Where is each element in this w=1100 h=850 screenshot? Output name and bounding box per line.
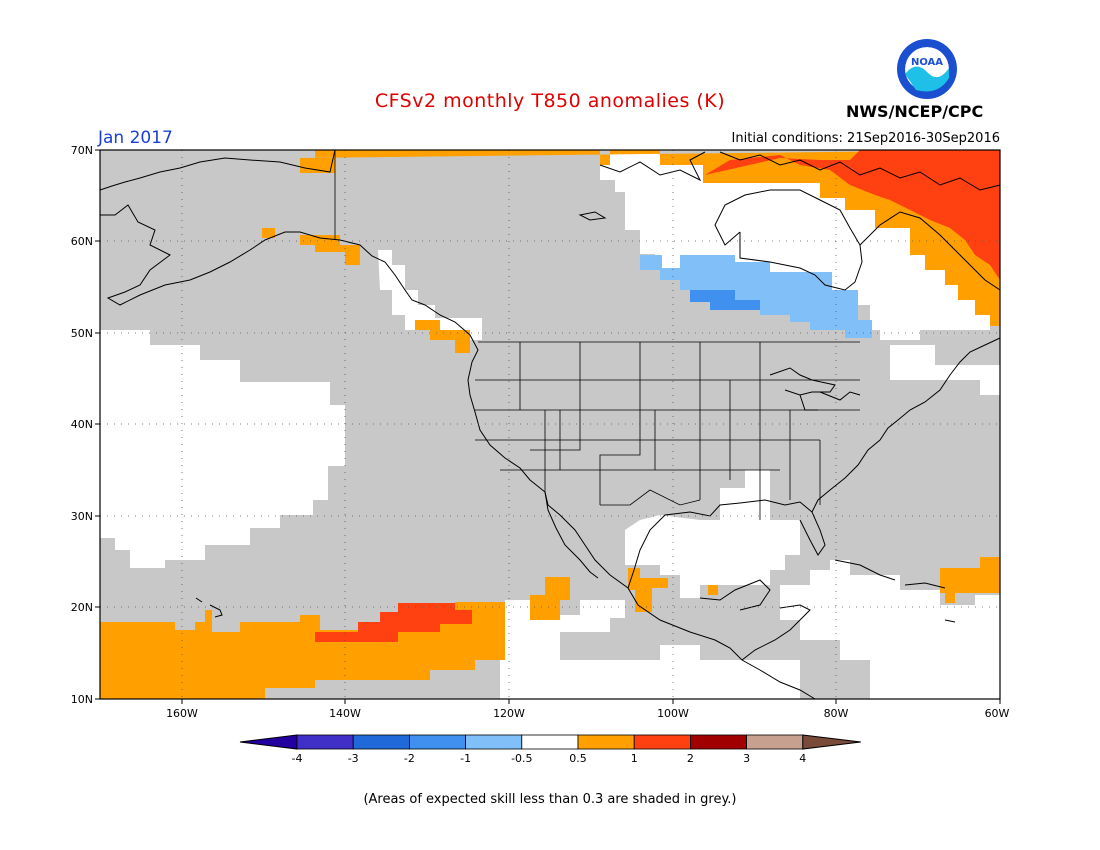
warm-anomaly-1-2 xyxy=(315,150,1000,642)
colorbar-swatch xyxy=(296,734,354,750)
colorbar-label: 4 xyxy=(799,752,806,765)
noaa-logo-icon: NOAA xyxy=(897,39,957,99)
colorbar-label: -4 xyxy=(292,752,303,765)
lon-label: 120W xyxy=(493,707,525,720)
colorbar-swatch xyxy=(408,734,466,750)
colorbar-label: -2 xyxy=(404,752,415,765)
colorbar-swatch xyxy=(352,734,410,750)
graticule xyxy=(100,150,1000,699)
forecast-month: Jan 2017 xyxy=(98,128,173,148)
noaa-logo-text: NOAA xyxy=(911,57,943,68)
near-normal-regions xyxy=(100,150,1000,699)
colorbar-label: 1 xyxy=(631,752,638,765)
colorbar-swatch xyxy=(577,734,635,750)
colorbar: -4 -3 -2 -1 -0.5 0.5 1 2 3 4 xyxy=(239,734,861,765)
colorbar-label: 3 xyxy=(743,752,750,765)
colorbar-swatch xyxy=(465,734,523,750)
lat-label: 70N xyxy=(71,144,93,157)
cool-anomaly-minus2-minus1 xyxy=(690,290,760,310)
lon-label: 60W xyxy=(985,707,1010,720)
axis-ticks xyxy=(95,149,1001,704)
colorbar-label: 0.5 xyxy=(569,752,587,765)
colorbar-arrow-high xyxy=(802,734,861,750)
colorbar-swatch xyxy=(690,734,748,750)
map-title: CFSv2 monthly T850 anomalies (K) xyxy=(374,90,726,112)
agency-label: NWS/NCEP/CPC xyxy=(846,102,984,121)
colorbar-label: -3 xyxy=(348,752,359,765)
colorbar-arrow-low xyxy=(239,734,298,750)
lat-label: 10N xyxy=(71,693,93,706)
colorbar-label: 2 xyxy=(687,752,694,765)
colorbar-swatch xyxy=(746,734,804,750)
lon-label: 100W xyxy=(657,707,689,720)
lon-label: 140W xyxy=(329,707,361,720)
lon-label: 80W xyxy=(824,707,849,720)
colorbar-label: -0.5 xyxy=(511,752,532,765)
lat-label: 20N xyxy=(71,601,93,614)
colorbar-label: -1 xyxy=(460,752,471,765)
initial-conditions: Initial conditions: 21Sep2016-30Sep2016 xyxy=(731,131,1000,146)
lat-label: 50N xyxy=(71,327,93,340)
lat-label: 30N xyxy=(71,510,93,523)
colorbar-swatch xyxy=(633,734,691,750)
colorbar-swatch xyxy=(521,734,579,750)
cool-anomaly-minus1-minus0.5 xyxy=(640,255,872,338)
lat-label: 60N xyxy=(71,235,93,248)
coastlines xyxy=(99,149,1001,700)
political-borders xyxy=(334,150,860,520)
lon-label: 160W xyxy=(166,707,198,720)
lat-label: 40N xyxy=(71,418,93,431)
footnote: (Areas of expected skill less than 0.3 a… xyxy=(363,792,737,807)
